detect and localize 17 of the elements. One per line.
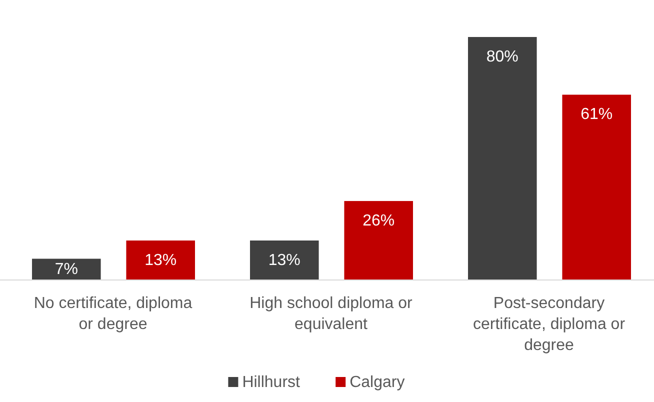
x-tick-label: Post-secondary certificate, diploma or degree bbox=[472, 295, 626, 354]
bar bbox=[562, 94, 631, 280]
bar bbox=[468, 37, 537, 280]
data-label: 7% bbox=[54, 260, 78, 278]
data-label: 13% bbox=[144, 252, 177, 269]
bar bbox=[250, 240, 319, 280]
bar bbox=[32, 258, 101, 280]
bar bbox=[344, 201, 413, 280]
data-label: 26% bbox=[362, 212, 395, 230]
x-tick-label: High school diploma or equivalent bbox=[250, 295, 414, 333]
legend-label: Calgary bbox=[350, 374, 405, 392]
x-tick-label: No certificate, diploma or degree bbox=[34, 295, 192, 333]
bar bbox=[126, 240, 195, 280]
data-label: 61% bbox=[580, 106, 613, 124]
data-label: 80% bbox=[486, 48, 518, 66]
legend-label: Hillhurst bbox=[242, 374, 301, 392]
data-label: 13% bbox=[268, 252, 300, 269]
